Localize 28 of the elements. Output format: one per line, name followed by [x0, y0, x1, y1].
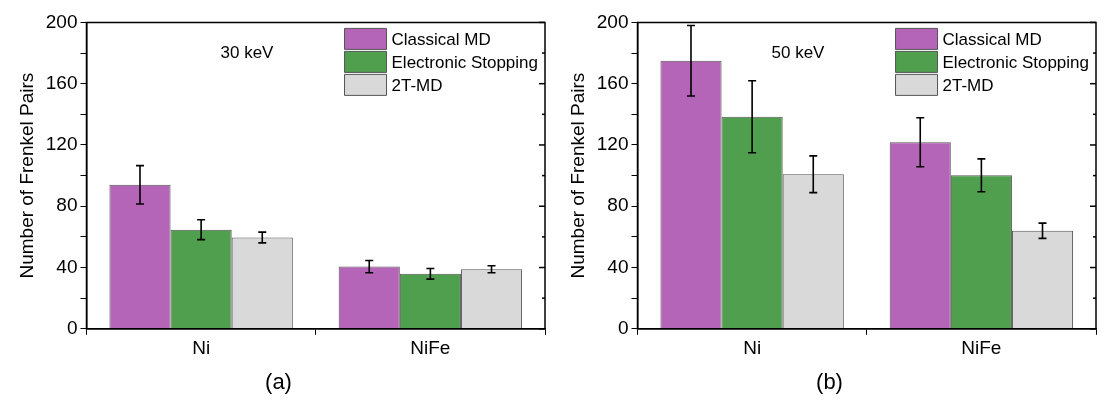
legend-label: 2T-MD: [391, 75, 443, 95]
legend-label: Classical MD: [391, 29, 491, 49]
y-tick-label: 80: [56, 194, 78, 216]
y-tick-label: 120: [596, 133, 629, 155]
y-tick-label: 80: [607, 194, 629, 216]
y-tick-label: 40: [607, 255, 629, 277]
y-tick-label: 120: [45, 133, 78, 155]
y-tick-label: 200: [596, 10, 629, 32]
legend-label: Classical MD: [942, 29, 1042, 49]
annotation: 30 keV: [220, 42, 275, 62]
y-tick-label: 200: [45, 10, 78, 32]
y-tick-label: 0: [617, 317, 629, 339]
x-tick-label: Ni: [743, 337, 762, 359]
legend-label: Electronic Stopping: [942, 52, 1090, 72]
text: (a): [265, 368, 292, 394]
x-tick-label: NiFe: [410, 337, 451, 359]
text: (b): [816, 368, 843, 394]
y-tick-label: 160: [596, 71, 629, 93]
legend-label: Electronic Stopping: [391, 52, 539, 72]
x-tick-label: Ni: [192, 337, 211, 359]
x-tick-label: NiFe: [961, 337, 1002, 359]
annotation: 50 keV: [771, 42, 826, 62]
y-tick-label: 40: [56, 255, 78, 277]
y-axis-title: Number of Frenkel Pairs: [15, 72, 37, 279]
y-tick-label: 160: [45, 71, 78, 93]
legend-label: 2T-MD: [942, 75, 994, 95]
y-tick-label: 0: [66, 317, 78, 339]
y-axis-title: Number of Frenkel Pairs: [566, 72, 588, 279]
